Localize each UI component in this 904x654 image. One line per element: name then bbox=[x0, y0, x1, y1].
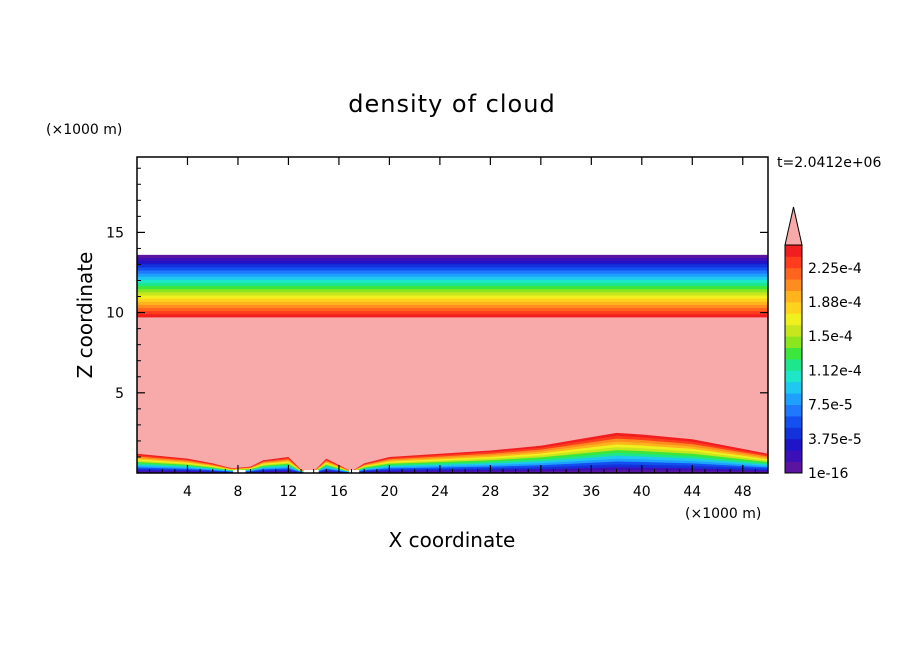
contour-band bbox=[137, 295, 768, 300]
colorbar-segment bbox=[785, 347, 802, 360]
colorbar-segment bbox=[785, 324, 802, 337]
colorbar-segment bbox=[785, 438, 802, 451]
x-tick-label: 8 bbox=[233, 484, 242, 500]
contour-band bbox=[137, 289, 768, 293]
x-unit-label: (×1000 m) bbox=[685, 506, 761, 522]
contour-band bbox=[137, 314, 768, 319]
contour-band bbox=[137, 282, 768, 287]
colorbar-segment bbox=[785, 381, 802, 394]
colorbar-segment bbox=[785, 461, 802, 474]
colorbar-segment bbox=[785, 450, 802, 462]
colorbar-segment bbox=[785, 313, 802, 326]
contour-band bbox=[137, 264, 768, 268]
colorbar-segment bbox=[785, 245, 802, 257]
colorbar-segment bbox=[785, 393, 802, 405]
colorbar-segment bbox=[785, 302, 802, 314]
x-tick-label: 40 bbox=[633, 484, 651, 500]
x-tick-label: 48 bbox=[734, 484, 752, 500]
colorbar-label: 3.75e-5 bbox=[808, 432, 862, 448]
colorbar-segment bbox=[785, 279, 802, 291]
colorbar-segment bbox=[785, 416, 802, 428]
y-tick-label: 5 bbox=[115, 386, 124, 402]
y-unit-label: (×1000 m) bbox=[46, 122, 122, 138]
colorbar: 1e-16 3.75e-5 7.5e-5 1.12e-4 1.5e-4 1.88e-4 2.… bbox=[784, 206, 862, 482]
empty-gap bbox=[232, 470, 246, 473]
colorbar-label: 1e-16 bbox=[808, 466, 848, 482]
x-tick-label: 32 bbox=[532, 484, 550, 500]
y-tick-label: 15 bbox=[106, 225, 124, 241]
x-tick-label: 16 bbox=[330, 484, 348, 500]
x-tick-label: 12 bbox=[280, 484, 298, 500]
contour-band bbox=[137, 286, 768, 290]
contour-band bbox=[137, 311, 768, 315]
x-axis-label: X coordinate bbox=[389, 528, 516, 552]
colorbar-label: 1.12e-4 bbox=[808, 363, 862, 379]
colorbar-segment bbox=[785, 427, 802, 440]
contour-band bbox=[137, 298, 768, 303]
contour-band bbox=[137, 292, 768, 297]
colorbar-segment bbox=[785, 359, 802, 371]
x-tick-label: 36 bbox=[582, 484, 600, 500]
colorbar-segment bbox=[785, 336, 802, 348]
colorbar-segment bbox=[785, 256, 802, 269]
contour-band bbox=[137, 301, 768, 306]
contour-band bbox=[137, 276, 768, 281]
x-tick-label: 20 bbox=[380, 484, 398, 500]
colorbar-label: 7.5e-5 bbox=[808, 398, 853, 414]
contour-band bbox=[137, 254, 768, 259]
colorbar-frame bbox=[784, 244, 803, 474]
colorbar-segment bbox=[785, 290, 802, 303]
colorbar-label: 2.25e-4 bbox=[808, 261, 862, 277]
contour-band bbox=[137, 267, 768, 272]
x-tick-label: 4 bbox=[183, 484, 192, 500]
contour-band bbox=[137, 304, 768, 309]
contour-band bbox=[137, 279, 768, 284]
y-axis-label: Z coordinate bbox=[73, 252, 97, 379]
contour-band bbox=[137, 261, 768, 265]
contour-band bbox=[137, 273, 768, 278]
colorbar-segment bbox=[785, 404, 802, 417]
chart-title: density of cloud bbox=[348, 90, 555, 118]
x-tick-label: 24 bbox=[431, 484, 449, 500]
y-tick-label: 10 bbox=[106, 306, 124, 322]
empty-gap bbox=[303, 470, 319, 473]
colorbar-segment bbox=[785, 370, 802, 383]
x-tick-label: 28 bbox=[481, 484, 499, 500]
time-label: t=2.0412e+06 bbox=[777, 155, 881, 171]
contour-band bbox=[137, 270, 768, 275]
colorbar-extend-arrow bbox=[784, 206, 803, 246]
colorbar-label: 1.88e-4 bbox=[808, 295, 862, 311]
contour-band bbox=[137, 257, 768, 262]
empty-gap bbox=[349, 470, 360, 473]
colorbar-segment bbox=[785, 267, 802, 280]
contour-band bbox=[137, 308, 768, 312]
colorbar-label: 1.5e-4 bbox=[808, 329, 853, 345]
x-tick-label: 44 bbox=[683, 484, 701, 500]
